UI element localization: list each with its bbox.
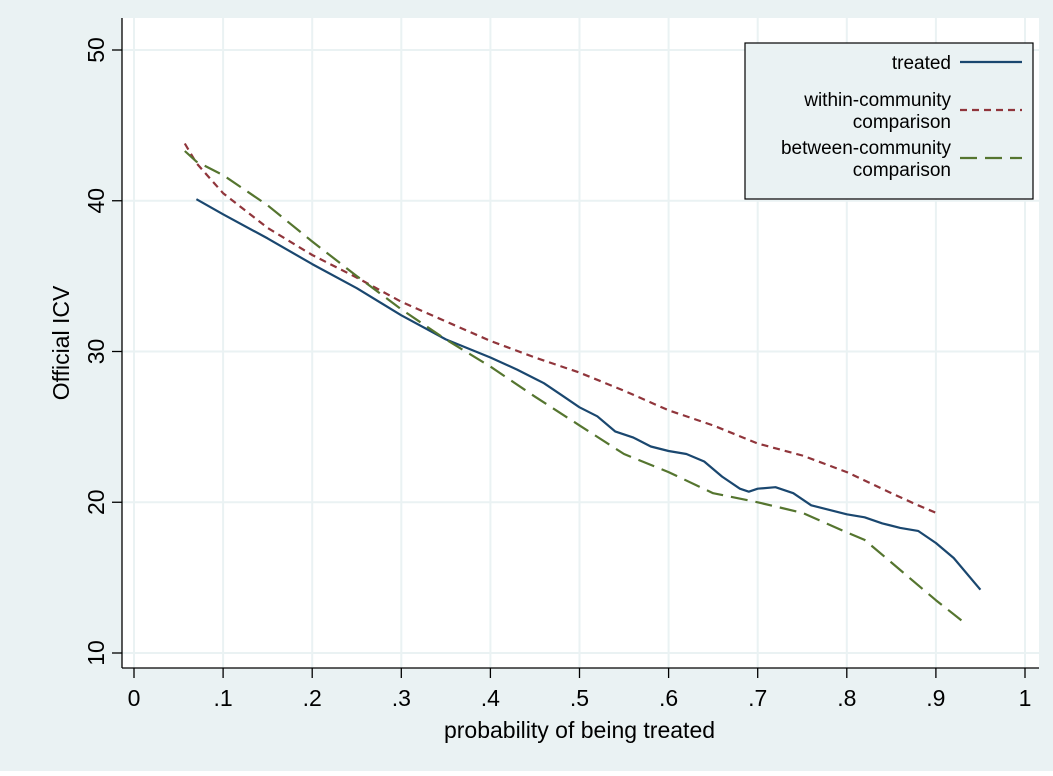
axes: 0 .1 .2 .3 .4 .5 .6 .7 .8 .9 1 10 20 30 40 50 [83, 18, 1039, 711]
y-tick-label: 10 [83, 640, 109, 666]
series-group [183, 142, 982, 623]
legend-label: within-community [803, 90, 951, 111]
x-tick-label: .3 [392, 685, 411, 711]
series-line-2 [184, 150, 964, 623]
legend-label: treated [892, 53, 951, 74]
y-tick-label: 30 [83, 339, 109, 365]
x-tick-label: .7 [748, 685, 767, 711]
y-tick-label: 20 [83, 489, 109, 515]
legend-label: comparison [853, 112, 951, 133]
legend-box [744, 42, 1034, 200]
y-axis-label: Official ICV [48, 285, 74, 400]
x-axis-label: probability of being treated [444, 717, 715, 743]
x-tick-label: .9 [926, 685, 945, 711]
x-tick-label: .6 [659, 685, 678, 711]
y-tick-label: 40 [83, 188, 109, 214]
x-tick-label: 1 [1019, 685, 1032, 711]
y-tick-label: 50 [83, 37, 109, 63]
legend-label: comparison [853, 160, 951, 181]
legend-label: between-community [781, 138, 952, 159]
x-tick-label: .1 [214, 685, 233, 711]
series-line-0 [195, 198, 982, 591]
x-tick-label: .8 [837, 685, 856, 711]
x-tick-label: .4 [481, 685, 500, 711]
x-tick-label: 0 [128, 685, 141, 711]
x-tick-label: .2 [303, 685, 322, 711]
x-tick-label: .5 [570, 685, 589, 711]
legend: treatedwithin-communitycomparisonbetween… [744, 42, 1034, 200]
